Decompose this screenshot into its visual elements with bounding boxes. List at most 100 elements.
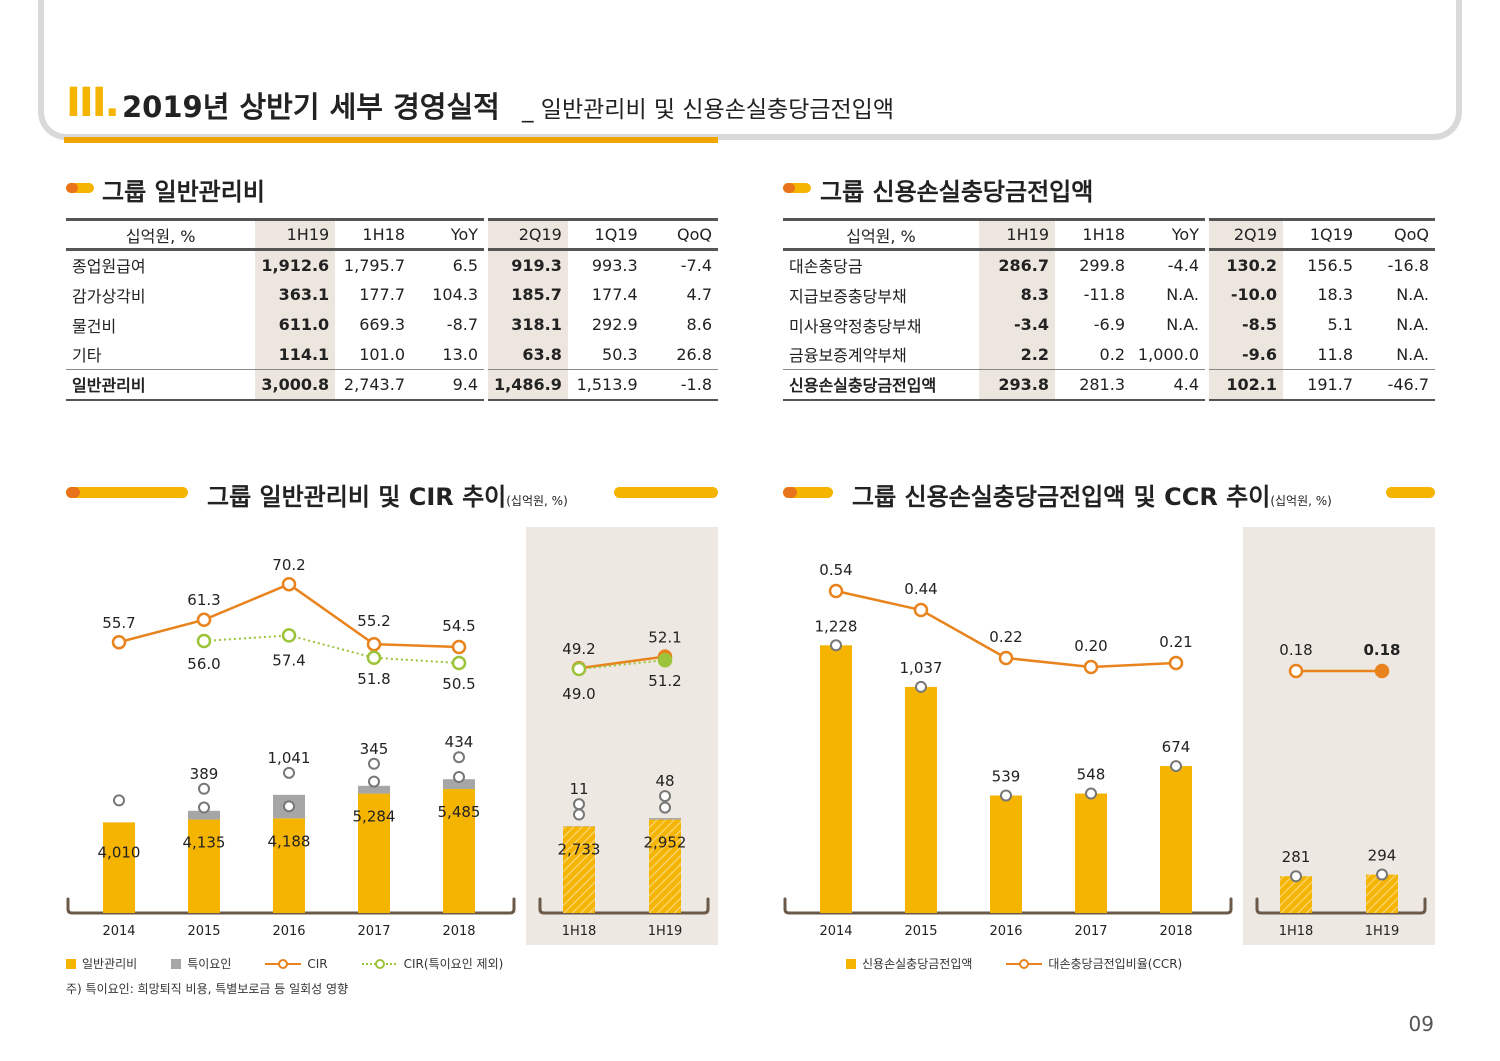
- cir-adjusted-value-label: 51.8: [357, 670, 390, 688]
- table-cell: 6.5: [452, 255, 479, 275]
- table-header-cell: 십억원, %: [66, 218, 256, 251]
- table-cell: 종업원급여: [72, 257, 146, 277]
- bar-general-expense: [443, 789, 475, 913]
- bar-general-expense: [563, 826, 595, 913]
- x-tick-label: 2015: [904, 924, 937, 939]
- table-cell: 669.3: [359, 315, 405, 334]
- table-cell: 185.7: [484, 279, 568, 310]
- bar-general-expense: [273, 818, 305, 913]
- table-cell: 8.6: [686, 315, 712, 334]
- x-tick-label: 2014: [102, 924, 135, 939]
- table-header-row: 십억원, % 1H19 1H18 YoY 2Q19 1Q19 QoQ: [66, 218, 718, 251]
- table-cell: -10.0: [1205, 279, 1283, 310]
- table-cell: 318.1: [484, 309, 568, 340]
- bar-value-label: 5,284: [353, 808, 396, 826]
- table-header-cell: 1H18: [335, 218, 411, 251]
- ccr-point: [828, 583, 844, 599]
- table-cell: -3.4: [979, 309, 1055, 340]
- table-cell: 감가상각비: [72, 286, 146, 306]
- bar-special-factor: [358, 785, 390, 794]
- legend-line-icon: [265, 958, 302, 969]
- table-header-cell: 2Q19: [1205, 218, 1283, 251]
- ccr-value-label: 0.18: [1363, 641, 1400, 659]
- title-bar-right-end: [1386, 487, 1435, 498]
- cir-adjusted-point: [281, 628, 297, 643]
- bar-provision: [990, 795, 1022, 913]
- bar-value-label: 674: [1162, 738, 1191, 756]
- ccr-value-label: 0.44: [904, 580, 937, 598]
- bar-special-factor: [188, 810, 220, 820]
- x-tick-label: 2017: [357, 924, 390, 939]
- bar-value-label: 4,135: [183, 834, 226, 852]
- table-cell: 1,513.9: [567, 369, 644, 401]
- table-cell: 293.8: [979, 369, 1055, 401]
- left-legend: 일반관리비 특이요인 CIR CIR(특이요인 제외): [66, 955, 503, 972]
- table-row: 지급보증충당부채 8.3 -11.8 N.A. -10.0 18.3 N.A.: [783, 279, 1435, 310]
- table-cell: 8.3: [979, 279, 1055, 310]
- right-chart: 1,228 2014 1,037 2015 539 2016 548 2017 674 2018 2…: [783, 527, 1435, 945]
- axis-bracket: [538, 897, 710, 915]
- bar-marker: [1290, 870, 1302, 883]
- bar-marker: [368, 757, 380, 770]
- table-row: 신용손실충당금전입액 293.8 281.3 4.4 102.1 191.7 -46.7: [783, 369, 1435, 401]
- table-cell: 177.4: [591, 285, 638, 304]
- table-cell: 1,486.9: [484, 369, 568, 401]
- bar-special-factor: [649, 818, 681, 820]
- cir-point: [196, 612, 212, 628]
- table-cell: 3,000.8: [255, 369, 336, 401]
- table-cell: 114.1: [255, 339, 336, 370]
- table-cell: -1.8: [643, 369, 718, 401]
- table-cell: 156.5: [1307, 255, 1353, 275]
- bar-value-label: 2,733: [558, 841, 601, 859]
- bar-value-label: 548: [1077, 766, 1106, 784]
- table-cell: 4.4: [1131, 369, 1207, 401]
- table-cell: 993.3: [591, 255, 638, 275]
- x-tick-label: 1H18: [562, 924, 597, 939]
- bar-provision: [1280, 876, 1312, 913]
- bar-value-label: 294: [1368, 847, 1397, 865]
- right-chart-title: 그룹 신용손실충당금전입액 및 CCR 추이(십억원, %): [852, 483, 1332, 511]
- table-cell: -4.4: [1167, 255, 1199, 275]
- title-bar-left: [66, 487, 188, 498]
- table-row: 기타 114.1 101.0 13.0 63.8 50.3 26.8: [66, 339, 718, 370]
- page-number: 09: [1408, 1012, 1434, 1036]
- bar-marker: [113, 794, 125, 807]
- legend-label: CIR: [307, 956, 328, 971]
- left-table: 십억원, % 1H19 1H18 YoY 2Q19 1Q19 QoQ 종업원급여 1,912.…: [66, 218, 718, 401]
- cir-point: [281, 576, 297, 592]
- table-cell: 18.3: [1317, 285, 1353, 304]
- table-cell: 611.0: [255, 309, 336, 340]
- bar-value-label: 539: [992, 767, 1021, 785]
- table-cell: -8.5: [1205, 309, 1283, 340]
- table-row: 금융보증계약부채 2.2 0.2 1,000.0 -9.6 11.8 N.A.: [783, 339, 1435, 370]
- bar-marker: [453, 771, 465, 784]
- title-bar-left-end: [614, 487, 718, 498]
- legend-label: CIR(특이요인 제외): [403, 957, 504, 971]
- cir-value-label: 49.2: [562, 640, 595, 658]
- bar-provision: [820, 645, 852, 913]
- table-cell: 1,000.0: [1137, 344, 1199, 364]
- bar-provision: [1160, 766, 1192, 913]
- table-cell: 286.7: [979, 249, 1055, 280]
- cir-adjusted-point: [196, 633, 212, 649]
- table-cell: N.A.: [1166, 315, 1199, 334]
- bar-marker: [1170, 760, 1182, 773]
- cir-value-label: 52.1: [648, 629, 681, 647]
- table-row: 대손충당금 286.7 299.8 -4.4 130.2 156.5 -16.8: [783, 249, 1435, 280]
- cir-adjusted-value-label: 50.5: [442, 675, 475, 693]
- cir-adjusted-point: [366, 650, 382, 666]
- table-cell: 177.7: [359, 285, 405, 304]
- table-cell: 대손충당금: [789, 257, 863, 277]
- table-cell: 5.1: [1327, 315, 1353, 334]
- table-row: 감가상각비 363.1 177.7 104.3 185.7 177.4 4.7: [66, 279, 718, 310]
- table-cell: 101.0: [359, 344, 405, 364]
- table-cell: 미사용약정충당부채: [789, 316, 922, 336]
- table-cell: 50.3: [602, 344, 638, 364]
- table-header-cell: 1Q19: [1283, 218, 1359, 251]
- half-year-panel: [526, 527, 718, 945]
- legend-label: 대손충당금전입비율(CCR): [1048, 957, 1183, 971]
- table-cell: N.A.: [1166, 285, 1199, 304]
- bar-general-expense: [358, 793, 390, 913]
- table-cell: 104.3: [432, 285, 479, 304]
- table-header-row: 십억원, % 1H19 1H18 YoY 2Q19 1Q19 QoQ: [783, 218, 1435, 251]
